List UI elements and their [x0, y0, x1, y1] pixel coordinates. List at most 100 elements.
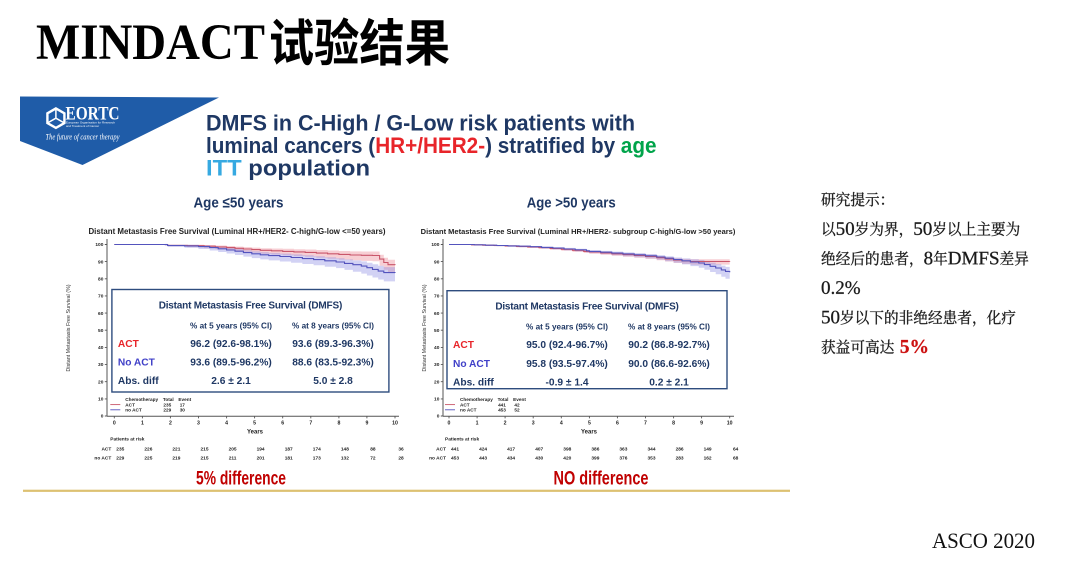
svg-text:50: 50 [98, 328, 104, 334]
svg-text:64: 64 [733, 447, 739, 453]
svg-text:20: 20 [98, 379, 104, 385]
svg-text:453: 453 [451, 456, 459, 462]
svg-text:88.6 (83.5-92.3%): 88.6 (83.5-92.3%) [292, 358, 374, 369]
svg-text:1: 1 [476, 421, 479, 427]
svg-text:and Treatment of Cancer: and Treatment of Cancer [66, 124, 99, 128]
svg-text:ACT: ACT [453, 340, 475, 351]
svg-text:42: 42 [514, 402, 520, 407]
svg-text:353: 353 [647, 456, 655, 462]
svg-text:40: 40 [98, 345, 104, 351]
svg-text:100: 100 [431, 242, 439, 248]
svg-text:4: 4 [225, 421, 228, 427]
svg-text:Chemotherapy: Chemotherapy [125, 397, 158, 402]
svg-text:% at 5 years (95% CI): % at 5 years (95% CI) [190, 322, 272, 331]
svg-text:407: 407 [535, 447, 543, 453]
svg-text:10: 10 [392, 421, 398, 427]
svg-text:Years: Years [247, 430, 264, 436]
svg-text:80: 80 [98, 277, 104, 283]
svg-text:229: 229 [116, 456, 124, 462]
svg-text:no ACT: no ACT [94, 456, 111, 462]
svg-text:376: 376 [619, 456, 627, 462]
svg-text:219: 219 [172, 456, 180, 462]
svg-text:Years: Years [581, 430, 598, 436]
svg-text:70: 70 [98, 294, 104, 300]
svg-text:162: 162 [704, 456, 712, 462]
svg-text:Distant Metastasis Free Surviv: Distant Metastasis Free Survival (DMFS) [159, 301, 342, 312]
svg-text:225: 225 [144, 456, 152, 462]
svg-text:9: 9 [365, 421, 368, 427]
svg-text:344: 344 [647, 447, 655, 453]
svg-text:Age >50 years: Age >50 years [527, 195, 616, 212]
svg-text:173: 173 [313, 456, 321, 462]
svg-text:441: 441 [451, 447, 459, 453]
svg-text:10: 10 [98, 397, 104, 403]
svg-text:95.0 (92.4-96.7%): 95.0 (92.4-96.7%) [526, 340, 608, 351]
svg-text:93.6 (89.5-96.2%): 93.6 (89.5-96.2%) [190, 358, 272, 369]
svg-text:417: 417 [507, 447, 515, 453]
svg-text:8: 8 [337, 421, 340, 427]
svg-text:20: 20 [434, 379, 440, 385]
svg-text:235: 235 [116, 447, 124, 453]
svg-text:-0.9 ± 1.4: -0.9 ± 1.4 [546, 377, 589, 388]
svg-text:28: 28 [398, 456, 404, 462]
svg-text:Abs. diff: Abs. diff [118, 376, 159, 387]
svg-text:No ACT: No ACT [453, 359, 491, 370]
svg-text:2: 2 [169, 421, 172, 427]
svg-text:90: 90 [98, 259, 104, 265]
svg-text:0: 0 [437, 414, 440, 420]
svg-text:90.2 (86.8-92.7%): 90.2 (86.8-92.7%) [628, 340, 710, 351]
svg-text:148: 148 [341, 447, 349, 453]
svg-text:5: 5 [253, 421, 256, 427]
svg-text:2.6 ± 2.1: 2.6 ± 2.1 [211, 376, 251, 387]
svg-text:) stratified by: ) stratified by [485, 133, 621, 158]
svg-text:6: 6 [616, 421, 619, 427]
svg-text:Total: Total [163, 397, 174, 402]
svg-text:luminal cancers (: luminal cancers ( [206, 133, 376, 158]
svg-text:EORTC: EORTC [66, 104, 120, 125]
svg-text:% at 8 years (95% CI): % at 8 years (95% CI) [292, 322, 374, 331]
svg-text:60: 60 [98, 311, 104, 317]
svg-text:90.0 (86.6-92.6%): 90.0 (86.6-92.6%) [628, 359, 710, 370]
svg-text:No ACT: No ACT [118, 358, 156, 369]
svg-text:Distant Metastasis Free Surviv: Distant Metastasis Free Survival (Lumina… [88, 227, 385, 236]
svg-text:Age ≤50 years: Age ≤50 years [194, 195, 284, 212]
svg-text:European Organisation for Rese: European Organisation for Research [66, 121, 115, 125]
svg-text:no ACT: no ACT [460, 408, 477, 413]
svg-text:88: 88 [370, 447, 376, 453]
svg-text:93.6 (89.3-96.3%): 93.6 (89.3-96.3%) [292, 339, 374, 350]
svg-text:Total: Total [498, 397, 509, 402]
svg-text:5: 5 [588, 421, 591, 427]
svg-text:Distant Metastasis Free Surviv: Distant Metastasis Free Survival (%) [66, 284, 72, 371]
svg-text:30: 30 [98, 362, 104, 368]
svg-text:age: age [621, 133, 657, 158]
svg-text:36: 36 [398, 447, 404, 453]
svg-text:ASCO 2020: ASCO 2020 [932, 528, 1035, 553]
svg-text:Distant Metastasis Free Surviv: Distant Metastasis Free Survival (%) [422, 284, 428, 371]
svg-text:283: 283 [676, 456, 684, 462]
svg-text:386: 386 [591, 447, 599, 453]
svg-text:ACT: ACT [118, 339, 140, 350]
svg-text:174: 174 [313, 447, 321, 453]
svg-text:0: 0 [113, 421, 116, 427]
svg-text:0.2 ± 2.1: 0.2 ± 2.1 [649, 377, 689, 388]
svg-text:% at 5 years (95% CI): % at 5 years (95% CI) [526, 323, 608, 332]
svg-text:399: 399 [591, 456, 599, 462]
svg-text:ITT: ITT [206, 156, 242, 181]
svg-text:149: 149 [704, 447, 712, 453]
svg-text:17: 17 [180, 402, 186, 407]
svg-text:Event: Event [513, 397, 526, 402]
svg-text:7: 7 [309, 421, 312, 427]
svg-text:226: 226 [144, 447, 152, 453]
svg-text:5% difference: 5% difference [196, 468, 286, 490]
svg-text:no ACT: no ACT [125, 408, 142, 413]
svg-text:424: 424 [479, 447, 487, 453]
svg-text:60: 60 [434, 311, 440, 317]
svg-text:286: 286 [676, 447, 684, 453]
svg-text:DMFS in C-High / G-Low risk pa: DMFS in C-High / G-Low risk patients wit… [206, 111, 635, 136]
svg-text:1: 1 [141, 421, 144, 427]
svg-text:443: 443 [479, 456, 487, 462]
svg-text:Distant Metastasis Free Surviv: Distant Metastasis Free Survival (DMFS) [495, 302, 678, 313]
svg-text:398: 398 [563, 447, 571, 453]
svg-text:10: 10 [727, 421, 733, 427]
svg-text:70: 70 [434, 294, 440, 300]
